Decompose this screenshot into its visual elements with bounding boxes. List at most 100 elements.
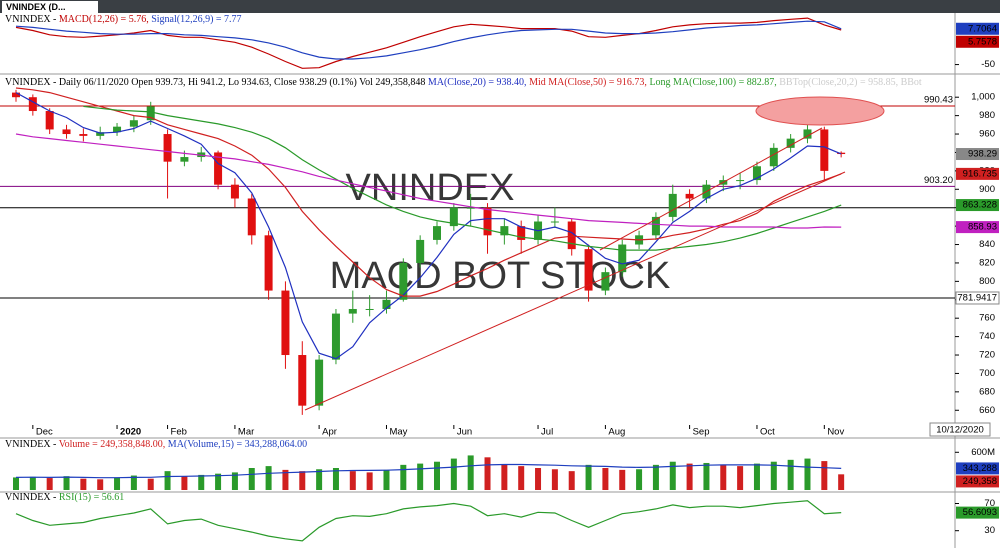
volume-bar [248,468,255,490]
volume-bar [652,464,659,490]
x-tick-label: 2020 [120,427,141,438]
x-tick-label: Jun [457,427,472,438]
highlight-ellipse [755,96,885,126]
candle-body [399,262,408,300]
candle-body [584,249,593,291]
volume-bar [198,474,205,490]
volume-bar [114,477,121,490]
volume-bar [383,469,390,490]
series-line [15,133,842,229]
title-bar [0,0,1000,13]
x-tick-label: Jul [541,427,553,438]
volume-bar [518,466,525,490]
volume-bar [349,471,356,490]
value-tag: 858.93 [968,222,997,233]
volume-bar [63,476,70,490]
candle-body [550,221,559,223]
candle-body [264,235,273,291]
candle-body [466,207,475,209]
x-tick-label: Aug [608,427,625,438]
value-tag-box [956,475,999,488]
volume-bar [417,463,424,490]
cursor-date-box [929,422,991,437]
volume-bar [215,473,222,490]
candle-body [365,308,374,310]
candle-body [348,308,357,314]
candle-body [601,272,610,291]
panel-header: VNINDEX - RSI(15) = 56.61 [5,492,124,503]
volume-bar [619,469,626,490]
value-tag: 938.29 [968,149,997,160]
header-part: VNINDEX - Daily 06/11/2020 Open 939.73, … [5,77,425,88]
cursor-date: 10/12/2020 [936,425,984,436]
volume-bar [737,466,744,490]
value-tag: 863.328 [963,200,997,211]
candle-body [433,226,441,240]
y-tick-label: 1,000 [971,92,995,103]
header-part: VNINDEX - [5,14,56,25]
volume-bar [366,472,373,490]
x-tick-label: Feb [171,427,187,438]
candle-body [113,126,122,133]
volume-bar [46,478,53,490]
series-line [15,463,842,479]
series-line [15,87,842,297]
y-tick-label: 600M [971,447,995,458]
y-tick-label: 740 [979,331,995,342]
header-part: Signal(12,26,9) = 7.77 [151,14,241,25]
value-tag-box [956,221,999,234]
level-label: 781.9417 [957,293,997,304]
volume-bar [568,471,575,490]
candle-body [483,207,492,236]
series-line [83,105,842,251]
value-tag: 916.735 [963,168,997,179]
candle-body [79,134,88,136]
y-tick-label: 700 [979,368,995,379]
value-tag-box [956,199,999,212]
series-line [15,17,842,69]
candle-body [298,355,307,406]
panel-header: VNINDEX - Volume = 249,358,848.00, MA(Vo… [5,439,307,450]
candle-body [180,157,189,162]
value-tag-box [956,148,999,161]
volume-bar [585,464,592,490]
candle-body [281,290,290,356]
candle-body [668,193,677,217]
panel-header: VNINDEX - MACD(12,26) = 5.76, Signal(12,… [5,14,242,25]
candle-body [820,129,829,171]
candle-body [28,97,37,112]
volume-bar [467,455,474,490]
candle-body [803,129,812,139]
volume-bar [753,463,760,490]
candle-body [247,198,256,236]
x-tick-label: May [389,427,407,438]
series-line [15,500,842,542]
volume-bar [130,475,137,490]
candle-body [500,226,509,236]
candle-body [163,134,172,162]
volume-bar [80,478,87,490]
y-tick-label: 800 [979,276,995,287]
value-tag-box [956,167,999,180]
header-part: MA(Volume,15) = 343,288,064.00 [168,439,307,450]
volume-bar [97,479,104,490]
candle-body [786,138,795,148]
chart-tab[interactable] [2,1,98,13]
y-tick-label: 70 [984,498,995,509]
candle-body [567,221,576,250]
panel-header: VNINDEX - Daily 06/11/2020 Open 939.73, … [5,77,922,88]
volume-bar [231,472,238,490]
x-tick-label: Sep [693,427,710,438]
volume-bar [838,474,845,490]
x-tick-label: Nov [827,427,844,438]
candle-body [129,120,138,127]
volume-bar [804,458,811,490]
volume-bar [332,468,339,490]
candle-body [736,180,745,182]
panel-frames [0,13,1000,548]
candle-body [315,359,324,406]
volume-bar [265,466,272,490]
y-tick-label: 840 [979,239,995,250]
x-tick-label: Oct [760,427,775,438]
